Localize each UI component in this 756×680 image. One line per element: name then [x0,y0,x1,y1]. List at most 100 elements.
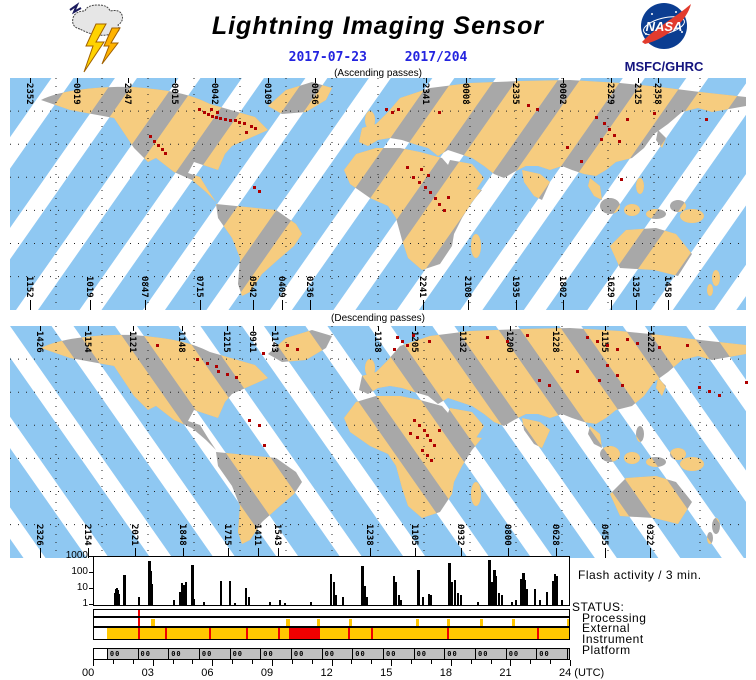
flash-spike-bar [451,581,454,605]
pass-time-tick [315,78,316,83]
pass-time-tick [200,300,201,310]
lightning-flash-dot [406,344,409,347]
pass-time-label: 0455 [599,524,609,546]
x-axis-tick [450,660,452,666]
flash-spike-bar [416,569,420,605]
platform-segment-line [321,649,323,659]
lightning-flash-dot [613,134,616,137]
pass-time-label: 0008 [460,83,470,105]
pass-time-tick [258,548,259,558]
pass-time-label: 2241 [417,276,427,298]
lightning-flash-dot [253,186,256,189]
x-axis-tick [132,660,134,664]
page-title: Lightning Imaging Sensor [211,12,545,40]
flash-spike-bar [514,600,517,605]
flash-spike-bar [329,573,332,605]
pass-time-tick [30,78,31,83]
flash-spike-bar [123,575,126,605]
pass-time-label: 1138 [372,331,382,353]
pass-time-label: 0715 [194,276,204,298]
pass-time-tick [145,300,146,310]
pass-time-tick [423,300,424,310]
lightning-flash-dot [203,111,206,114]
lightning-flash-dot [226,373,229,376]
pass-time-tick [133,326,134,331]
lightning-flash-dot [423,429,426,432]
pass-time-label: 1222 [645,331,655,353]
platform-segment-label: 00 [201,650,213,658]
flash-spike-bar [399,600,402,605]
status-yellow-tick [447,619,451,626]
pass-time-label: 1458 [662,276,672,298]
lightning-flash-dot [427,174,430,177]
pass-time-tick [253,300,254,310]
pass-time-label: 0042 [209,83,219,105]
pass-time-tick [415,326,416,331]
status-red-tick [371,628,374,639]
lightning-flash-dot [603,122,606,125]
pass-time-label: 0800 [502,524,512,546]
flash-spike-bar [365,597,368,605]
lightning-flash-dot [245,131,248,134]
x-axis-tick [490,660,492,664]
pass-time-label: 1715 [222,524,232,546]
lightning-flash-dot [224,118,227,121]
pass-time-label: 1238 [364,524,374,546]
pass-time-label: 0322 [644,524,654,546]
flash-spike-bar [392,576,395,605]
pass-time-tick [636,300,637,310]
lightning-flash-dot [426,454,429,457]
lightning-flash-dot [396,336,399,339]
flash-spike-bar [546,591,549,605]
lightning-flash-dot [156,344,159,347]
platform-segment-line [536,649,538,659]
flash-spike-bar [219,580,222,605]
pass-time-tick [563,300,564,310]
x-axis-label: 21 [499,667,512,679]
platform-segment-label: 00 [386,650,397,658]
pass-time-label: 2329 [605,83,615,105]
flash-spike-bar [245,587,248,605]
lightning-flash-dot [433,444,436,447]
activity-status-panel: 1000 100 10 1 00 00 00 00 00 00 00 00 00 00 00 00 00 00 0… [0,548,756,680]
lightning-flash-dot [686,344,689,347]
flash-spike-bar [427,593,430,605]
platform-segment-line [198,649,200,659]
x-axis-tick [271,660,273,666]
x-axis-tick [550,660,552,664]
flash-spike-bar [429,595,432,605]
lightning-flash-dot [438,111,441,114]
pass-time-label: 1152 [24,276,34,298]
flash-spike-bar [269,601,272,605]
pass-time-label: 0542 [247,276,257,298]
pass-time-tick [508,548,509,558]
flash-spike-bar [510,601,513,605]
pass-time-tick [466,78,467,83]
lightning-flash-dot [443,209,446,212]
status-red-tick [447,628,450,639]
status-label-external: External [582,621,631,635]
x-axis-tick [430,660,432,664]
flash-spike-bar [248,597,250,605]
pass-time-tick [30,300,31,310]
y-axis-tick [89,604,93,605]
x-axis-label: 15 [380,667,393,679]
lightning-flash-dot [434,197,437,200]
lightning-flash-dot [157,144,160,147]
pass-time-label: 1411 [252,524,262,546]
pass-time-tick [310,300,311,310]
flash-spike-bar [151,584,153,605]
flash-spike-bar [184,582,187,605]
lightning-flash-dot [430,459,433,462]
flash-spike-bar [487,559,491,605]
lightning-flash-dot [210,108,213,111]
lightning-flash-dot [600,138,603,141]
pass-time-tick [563,78,564,83]
pass-time-tick [468,300,469,310]
lightning-flash-dot [621,384,624,387]
lightning-flash-dot [428,340,431,343]
lightning-flash-dot [548,384,551,387]
pass-time-label: 0002 [557,83,567,105]
flash-spike-bar [519,578,522,605]
pass-time-label: 0109 [262,83,272,105]
